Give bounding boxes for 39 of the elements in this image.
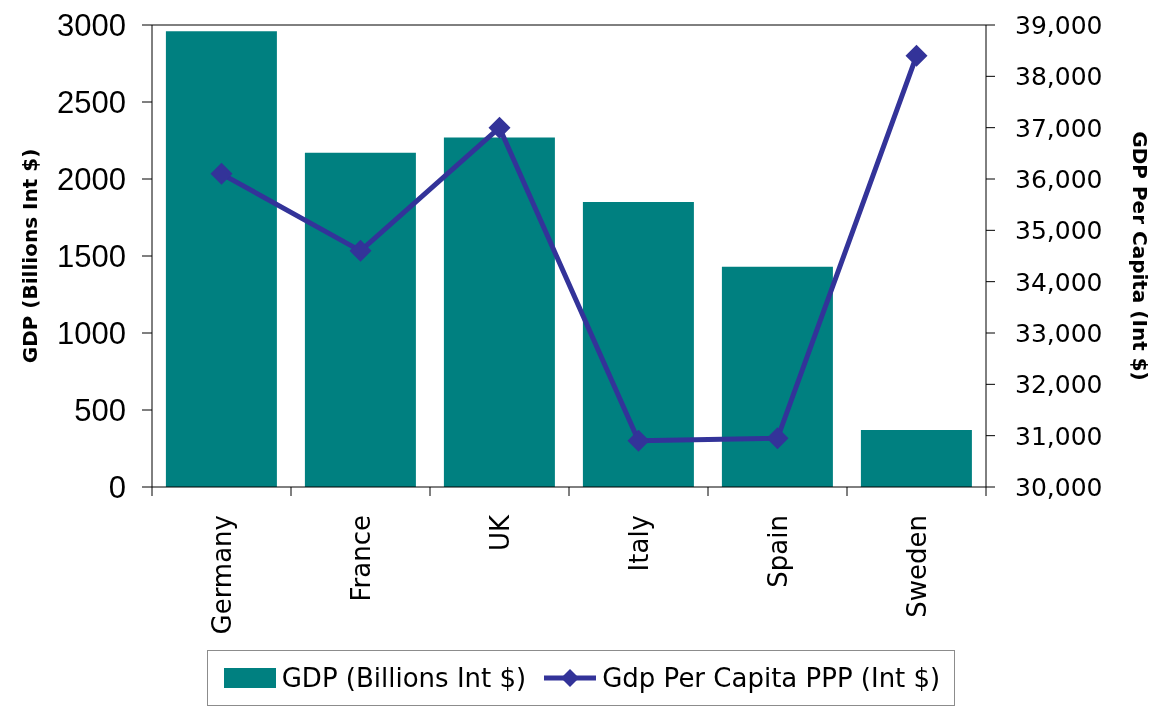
y-tick-label: 2000	[57, 162, 126, 198]
y2-tick-label: 38,000	[1015, 62, 1103, 92]
legend-label: Gdp Per Capita PPP (Int $)	[602, 663, 941, 693]
y2-tick-label: 30,000	[1015, 472, 1103, 502]
point	[905, 44, 928, 67]
bar	[582, 202, 694, 487]
x-tick-label: Italy	[623, 515, 654, 572]
point	[349, 239, 372, 262]
bar	[860, 430, 972, 487]
y2-tick-label: 36,000	[1015, 164, 1103, 194]
legend-label: GDP (Billions Int $)	[281, 663, 527, 693]
y-tick-label: 2500	[57, 85, 126, 120]
y2-tick-label: 32,000	[1015, 370, 1103, 400]
y-axis-title: GDP (Billions Int $)	[18, 148, 42, 364]
y2-axis-title: GDP Per Capita (Int $)	[1128, 131, 1152, 381]
bar	[304, 152, 416, 487]
y2-tick-label: 37,000	[1015, 113, 1103, 143]
y2-tick-label: 35,000	[1015, 216, 1103, 246]
bar	[443, 137, 555, 487]
y-tick-label: 1000	[57, 316, 126, 352]
x-tick-label: Sweden	[901, 515, 932, 618]
x-tick-label: France	[345, 515, 376, 602]
y2-tick-label: 33,000	[1015, 318, 1103, 348]
y-tick-label: 3000	[57, 8, 126, 44]
y-tick-label: 500	[74, 393, 126, 429]
point	[766, 427, 789, 450]
x-tick-label: Germany	[206, 515, 237, 635]
bar	[165, 31, 277, 487]
x-tick-label: Spain	[762, 515, 793, 588]
y2-tick-label: 34,000	[1015, 267, 1103, 297]
point	[488, 116, 511, 139]
point	[210, 162, 233, 185]
y-tick-label: 0	[108, 470, 126, 506]
x-tick-label: UK	[484, 514, 515, 552]
y-tick-label: 1500	[57, 239, 126, 275]
bar	[721, 266, 833, 487]
y2-tick-label: 39,000	[1015, 10, 1103, 40]
point	[627, 429, 650, 452]
y2-tick-label: 31,000	[1015, 421, 1103, 451]
